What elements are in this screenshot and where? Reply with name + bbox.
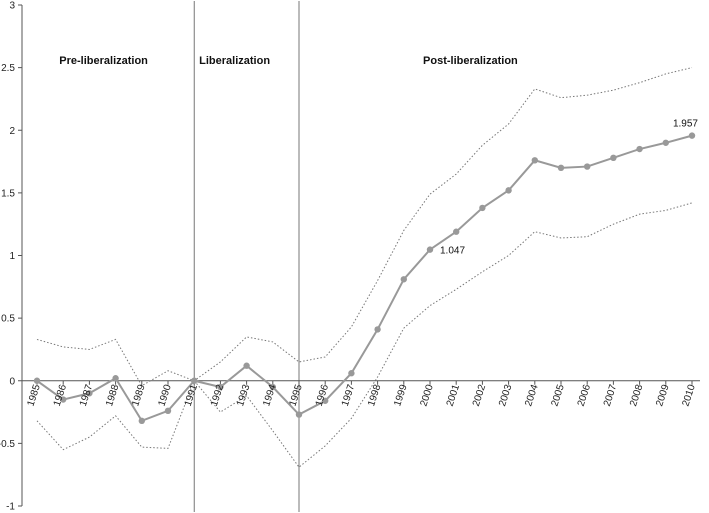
y-tick-label: 2: [9, 126, 15, 137]
x-tick-label: 2002: [471, 383, 488, 408]
data-point: [164, 407, 172, 415]
x-tick-label: 1988: [104, 383, 121, 408]
y-tick-label: 2.5: [1, 63, 15, 74]
x-tick-label: 1989: [130, 383, 147, 408]
x-tick-label: 2008: [628, 383, 645, 408]
data-point: [662, 139, 669, 146]
x-tick-label: 2010: [681, 383, 698, 408]
x-tick-label: 1994: [261, 383, 278, 408]
estimate-layer: [33, 132, 696, 425]
data-point: [269, 383, 276, 391]
data-label: 1.957: [673, 119, 698, 130]
y-tick-label: 1.5: [1, 188, 15, 199]
estimate-line: [36, 134, 693, 423]
data-point: [688, 132, 696, 139]
axes-layer: [18, 1, 700, 512]
x-tick-label: 1997: [340, 383, 357, 408]
x-tick-label: 1991: [183, 383, 200, 408]
x-tick-label: 1985: [26, 383, 43, 408]
x-tick-label: 1996: [314, 383, 331, 408]
data-point: [86, 390, 93, 397]
x-tick-label: 1999: [392, 383, 409, 408]
x-tick-label: 1998: [366, 383, 383, 408]
x-tick-label: 2005: [550, 383, 567, 408]
data-point: [243, 362, 250, 369]
data-point: [322, 397, 329, 404]
data-point: [138, 417, 145, 425]
y-tick-label: 0: [9, 376, 15, 387]
data-point: [60, 396, 67, 403]
y-tick-label: -1: [6, 502, 15, 513]
y-tick-label: 3: [9, 1, 15, 12]
x-tick-label: 2007: [602, 383, 619, 408]
data-point: [531, 157, 538, 164]
data-point: [33, 377, 41, 384]
x-tick-label: 1987: [78, 383, 95, 408]
x-tick-label: 1993: [235, 383, 252, 408]
x-tick-label: 1992: [209, 383, 226, 408]
data-point: [348, 370, 355, 377]
confidence-band-layer: [36, 67, 693, 468]
data-point: [400, 276, 407, 283]
x-tick-label: 2000: [419, 383, 436, 408]
data-point: [505, 187, 512, 194]
data-point: [374, 326, 381, 333]
data-point: [584, 163, 591, 170]
data-point: [426, 246, 434, 253]
data-point: [112, 375, 119, 382]
x-tick-label: 1986: [52, 383, 69, 408]
data-point: [610, 154, 617, 162]
period-label: Pre-liberalization: [59, 55, 148, 67]
x-tick-label: 2004: [523, 383, 540, 408]
data-point: [453, 228, 460, 235]
x-tick-label: 2003: [497, 383, 514, 408]
data-point: [191, 377, 198, 384]
upper-bound-line: [36, 67, 693, 387]
x-tick-label: 1990: [157, 383, 174, 408]
period-label: Liberalization: [199, 55, 270, 67]
period-label: Post-liberalization: [423, 55, 518, 67]
y-tick-label: 1: [9, 251, 15, 262]
y-tick-label: -0.5: [0, 439, 15, 450]
data-point: [479, 204, 486, 212]
data-point: [217, 383, 224, 391]
data-point: [295, 411, 303, 418]
x-tick-label: 2006: [576, 383, 593, 408]
x-tick-label: 2009: [654, 383, 671, 408]
lower-bound-line: [36, 202, 693, 468]
x-tick-label: 1995: [288, 383, 305, 408]
data-label: 1.047: [440, 246, 465, 257]
data-point: [636, 145, 643, 153]
y-tick-label: 0.5: [1, 314, 15, 325]
x-tick-label: 2001: [445, 383, 462, 408]
data-point: [557, 164, 565, 172]
